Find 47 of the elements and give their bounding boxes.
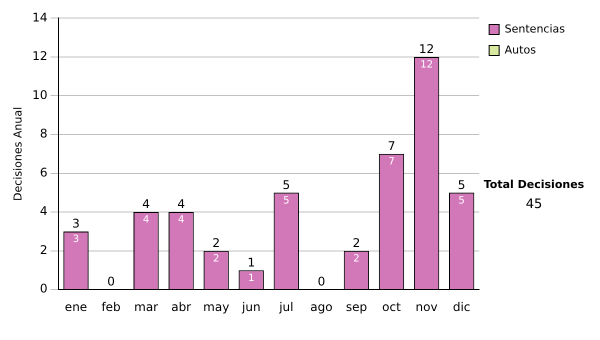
- text: 45: [524, 197, 544, 212]
- data-label: 4: [142, 214, 150, 226]
- x-tick-label: abr: [171, 300, 192, 314]
- legend-label: Autos: [504, 43, 536, 56]
- data-label: 3: [72, 234, 80, 246]
- y-tick-label: 6: [40, 165, 48, 180]
- total-label: 5: [458, 178, 466, 192]
- x-tick-label: feb: [101, 300, 121, 314]
- x-tick-label: mar: [134, 300, 158, 314]
- data-label: 5: [458, 195, 465, 206]
- data-label: 7: [388, 156, 395, 168]
- data-label: 5: [283, 195, 290, 206]
- y-tick-label: 2: [40, 242, 48, 257]
- data-label: 1: [248, 272, 254, 284]
- total-label: 3: [72, 216, 80, 231]
- x-tick-label: ene: [64, 300, 88, 314]
- total-label: 2: [212, 236, 220, 250]
- data-label: 2: [213, 253, 220, 264]
- x-tick-label: jul: [278, 300, 294, 314]
- data-label: 12: [420, 60, 433, 71]
- x-tick-label: jun: [241, 300, 261, 314]
- total-label: 0: [107, 274, 115, 289]
- y-tick-label: 12: [32, 49, 48, 64]
- total-label: 0: [318, 274, 326, 289]
- y-tick-label: 10: [32, 88, 48, 102]
- total-label: 5: [282, 178, 290, 192]
- y-tick-label: 8: [40, 126, 48, 141]
- y-tick-label: 0: [40, 282, 48, 296]
- x-tick-label: oct: [382, 300, 402, 314]
- total-label: 4: [142, 197, 150, 212]
- total-label: 2: [352, 236, 360, 250]
- data-label: 2: [353, 253, 360, 264]
- x-tick-label: ago: [310, 300, 333, 314]
- total-label: 4: [177, 197, 185, 212]
- text: Total Decisiones: [482, 178, 586, 191]
- y-tick-label: 14: [32, 10, 48, 24]
- legend-label: Sentencias: [504, 22, 566, 36]
- x-tick-label: nov: [416, 300, 438, 314]
- total-label: 1: [247, 255, 256, 270]
- x-tick-label: sep: [346, 300, 368, 314]
- x-tick-label: dic: [452, 300, 470, 314]
- y-axis-title: Decisiones Anual: [11, 106, 24, 201]
- x-tick-label: may: [203, 300, 230, 314]
- data-label: 4: [178, 214, 184, 226]
- y-tick-label: 4: [40, 204, 48, 218]
- total-label: 7: [388, 139, 396, 154]
- total-label: 12: [418, 42, 434, 56]
